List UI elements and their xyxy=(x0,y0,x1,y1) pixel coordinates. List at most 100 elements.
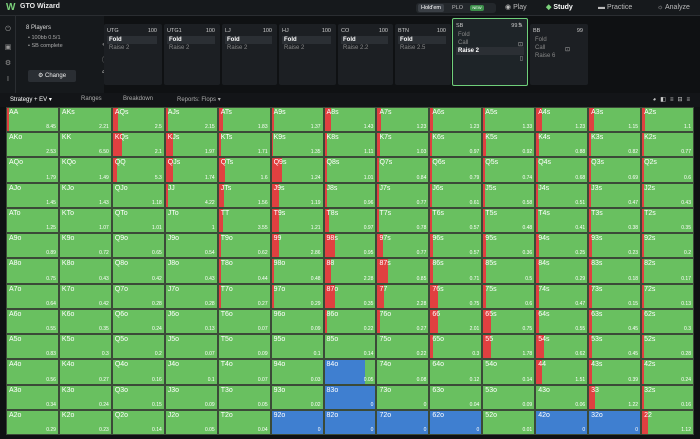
position-hj[interactable]: HJ 100 Fold Raise 2 xyxy=(279,24,336,85)
hand-cell-96o[interactable]: 96o 0.09 xyxy=(270,308,324,335)
action-item[interactable]: Fold xyxy=(535,37,547,43)
hand-cell-J6s[interactable]: J6s 0.61 xyxy=(429,182,483,208)
action-item[interactable]: Raise 6 xyxy=(535,53,556,59)
hand-cell-T2o[interactable]: T2o 0.04 xyxy=(217,409,271,435)
hand-cell-53o[interactable]: 53o 0.09 xyxy=(482,384,536,410)
hand-cell-Q3s[interactable]: Q3s 0.69 xyxy=(588,157,642,183)
hand-cell-KQs[interactable]: KQs 2.1 xyxy=(111,132,165,158)
hand-cell-76s[interactable]: 76s 0.75 xyxy=(429,283,483,309)
hand-cell-J9o[interactable]: J9o 0.54 xyxy=(164,233,218,259)
hand-cell-66[interactable]: 66 2.01 xyxy=(429,308,483,335)
game-plo-button[interactable]: PLO xyxy=(452,5,464,11)
hand-cell-K7o[interactable]: K7o 0.42 xyxy=(58,283,112,309)
hand-cell-A8s[interactable]: A8s 1.43 xyxy=(323,107,377,133)
hand-cell-T4o[interactable]: T4o 0.07 xyxy=(217,359,271,385)
hand-cell-T3s[interactable]: T3s 0.38 xyxy=(588,207,642,234)
action-item[interactable]: Raise 2 xyxy=(284,45,305,51)
hand-cell-A5s[interactable]: A5s 1.33 xyxy=(482,107,536,133)
game-type-switch[interactable]: Hold'em PLO NEW xyxy=(416,3,496,13)
hand-cell-84o[interactable]: 84o 0.05 xyxy=(323,359,377,385)
hand-cell-86o[interactable]: 86o 0.22 xyxy=(323,308,377,335)
hand-cell-QTo[interactable]: QTo 1.01 xyxy=(111,207,165,234)
hand-cell-K3s[interactable]: K3s 0.82 xyxy=(588,132,642,158)
nav-analyze[interactable]: ☼ Analyze xyxy=(657,2,690,14)
hand-cell-KTo[interactable]: KTo 1.07 xyxy=(58,207,112,234)
hand-cell-73o[interactable]: 73o 0 xyxy=(376,384,430,410)
hand-cell-JTs[interactable]: JTs 1.56 xyxy=(217,182,271,208)
hand-cell-74s[interactable]: 74s 0.47 xyxy=(535,283,589,309)
hand-cell-52o[interactable]: 52o 0.01 xyxy=(482,409,536,435)
hand-cell-53s[interactable]: 53s 0.45 xyxy=(588,334,642,360)
hand-cell-J7o[interactable]: J7o 0.28 xyxy=(164,283,218,309)
hand-cell-J4o[interactable]: J4o 0.1 xyxy=(164,359,218,385)
hand-cell-85s[interactable]: 85s 0.5 xyxy=(482,258,536,284)
nav-practice[interactable]: ▬ Practice xyxy=(598,2,632,14)
hand-cell-32s[interactable]: 32s 0.16 xyxy=(641,384,694,410)
hand-cell-95s[interactable]: 95s 0.36 xyxy=(482,233,536,259)
hand-cell-Q2o[interactable]: Q2o 0.14 xyxy=(111,409,165,435)
more-icon[interactable]: ≡ xyxy=(686,97,694,103)
position-btn[interactable]: BTN 100 Fold Raise 2.5 xyxy=(395,24,451,85)
hand-cell-T9s[interactable]: T9s 1.21 xyxy=(270,207,324,234)
hand-cell-99[interactable]: 99 2.86 xyxy=(270,233,324,259)
hand-cell-K4s[interactable]: K4s 0.88 xyxy=(535,132,589,158)
hand-cell-A4o[interactable]: A4o 0.56 xyxy=(6,359,59,385)
hand-cell-T6s[interactable]: T6s 0.57 xyxy=(429,207,483,234)
hand-cell-K5o[interactable]: K5o 0.3 xyxy=(58,334,112,360)
hand-cell-86s[interactable]: 86s 0.71 xyxy=(429,258,483,284)
hand-cell-64o[interactable]: 64o 0.12 xyxy=(429,359,483,385)
hand-cell-75s[interactable]: 75s 0.6 xyxy=(482,283,536,309)
hand-cell-94s[interactable]: 94s 0.25 xyxy=(535,233,589,259)
hand-cell-J5s[interactable]: J5s 0.58 xyxy=(482,182,536,208)
hand-cell-87o[interactable]: 87o 0.35 xyxy=(323,283,377,309)
hand-cell-A3o[interactable]: A3o 0.34 xyxy=(6,384,59,410)
hand-cell-A9o[interactable]: A9o 0.89 xyxy=(6,233,59,259)
hand-cell-A6o[interactable]: A6o 0.55 xyxy=(6,308,59,335)
hand-cell-QJo[interactable]: QJo 1.18 xyxy=(111,182,165,208)
hand-cell-KTs[interactable]: KTs 1.71 xyxy=(217,132,271,158)
pencil-icon[interactable]: ✎ xyxy=(517,23,523,29)
hand-cell-54s[interactable]: 54s 0.62 xyxy=(535,334,589,360)
hand-cell-T9o[interactable]: T9o 0.62 xyxy=(217,233,271,259)
hand-cell-96s[interactable]: 96s 0.57 xyxy=(429,233,483,259)
hand-cell-62s[interactable]: 62s 0.3 xyxy=(641,308,694,335)
grid-view-icon[interactable]: ◧ xyxy=(660,97,670,103)
action-item[interactable]: Fold xyxy=(398,36,446,44)
hand-cell-AA[interactable]: AA 8.45 xyxy=(6,107,59,133)
hand-cell-Q4o[interactable]: Q4o 0.16 xyxy=(111,359,165,385)
hand-cell-63o[interactable]: 63o 0.04 xyxy=(429,384,483,410)
hand-cell-T7s[interactable]: T7s 0.78 xyxy=(376,207,430,234)
hand-cell-T5s[interactable]: T5s 0.48 xyxy=(482,207,536,234)
hand-cell-K4o[interactable]: K4o 0.27 xyxy=(58,359,112,385)
action-item[interactable]: Fold xyxy=(167,36,215,44)
hand-cell-65s[interactable]: 65s 0.75 xyxy=(482,308,536,335)
hand-cell-Q5o[interactable]: Q5o 0.2 xyxy=(111,334,165,360)
list-view-icon[interactable]: ≡ xyxy=(669,97,678,103)
hand-cell-33[interactable]: 33 1.22 xyxy=(588,384,642,410)
hand-cell-52s[interactable]: 52s 0.28 xyxy=(641,334,694,360)
hand-cell-K7s[interactable]: K7s 1.03 xyxy=(376,132,430,158)
hand-cell-75o[interactable]: 75o 0.22 xyxy=(376,334,430,360)
hand-cell-K9o[interactable]: K9o 0.72 xyxy=(58,233,112,259)
action-item[interactable]: Fold xyxy=(225,36,272,44)
hand-cell-KK[interactable]: KK 6.50 xyxy=(58,132,112,158)
hand-cell-AKo[interactable]: AKo 2.53 xyxy=(6,132,59,158)
tab-breakdown[interactable]: Breakdown xyxy=(123,96,154,102)
position-lj[interactable]: LJ 100 Fold Raise 2 xyxy=(222,24,277,85)
hand-cell-T8o[interactable]: T8o 0.44 xyxy=(217,258,271,284)
hand-cell-72o[interactable]: 72o 0 xyxy=(376,409,430,435)
split-icon[interactable]: ▯ xyxy=(519,56,523,62)
hand-cell-98o[interactable]: 98o 0.48 xyxy=(270,258,324,284)
hand-cell-84s[interactable]: 84s 0.29 xyxy=(535,258,589,284)
hand-cell-J7s[interactable]: J7s 0.77 xyxy=(376,182,430,208)
hand-cell-95o[interactable]: 95o 0.1 xyxy=(270,334,324,360)
hand-cell-87s[interactable]: 87s 0.85 xyxy=(376,258,430,284)
hand-cell-AJo[interactable]: AJo 1.45 xyxy=(6,182,59,208)
hand-cell-K5s[interactable]: K5s 0.92 xyxy=(482,132,536,158)
hand-cell-K8s[interactable]: K8s 1.11 xyxy=(323,132,377,158)
action-item[interactable]: Fold xyxy=(341,36,388,44)
hand-cell-92s[interactable]: 92s 0.2 xyxy=(641,233,694,259)
hand-cell-AQs[interactable]: AQs 2.5 xyxy=(111,107,165,133)
change-button[interactable]: ⚙ Change xyxy=(28,70,76,82)
bolt-icon[interactable]: ϟ xyxy=(102,70,112,77)
